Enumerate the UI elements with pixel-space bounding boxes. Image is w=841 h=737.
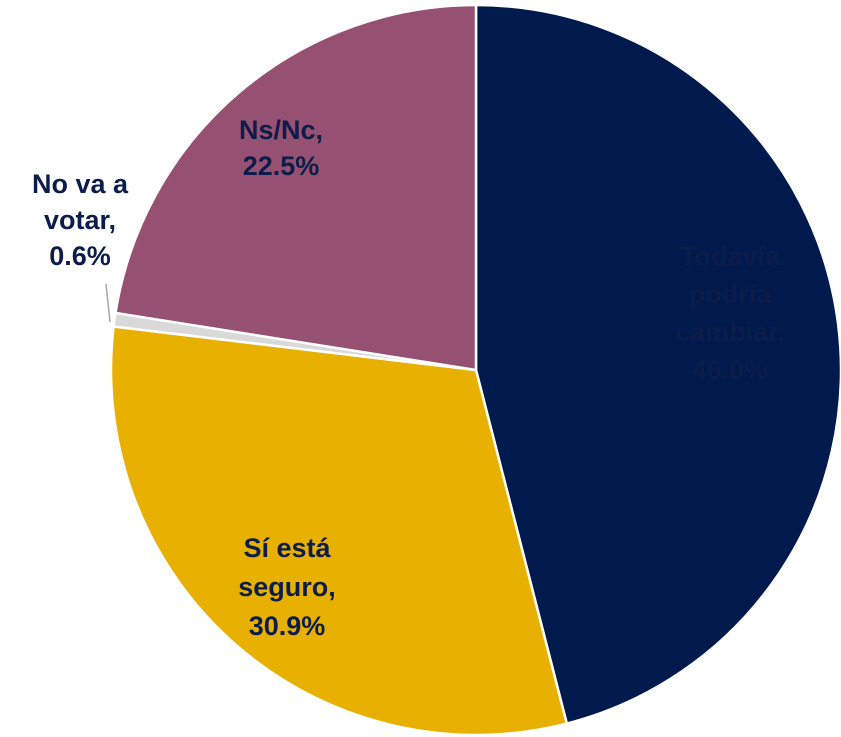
data-label: Ns/Nc, (239, 115, 323, 145)
pie-slice (114, 3, 478, 372)
data-label: 46.0% (692, 355, 769, 385)
pie-slice (109, 325, 569, 737)
data-label: Todavía (680, 241, 781, 271)
data-label: cambiar, (675, 317, 785, 347)
data-label: 0.6% (49, 241, 111, 271)
leader-line (105, 283, 111, 323)
data-label: 22.5% (243, 151, 320, 181)
data-label: seguro, (238, 572, 336, 602)
data-label: votar, (44, 205, 116, 235)
data-label: 30.9% (249, 611, 326, 641)
data-label: podría (689, 279, 772, 309)
data-label: No va a (32, 169, 129, 199)
pie-slice (474, 3, 841, 726)
data-label: Sí está (243, 533, 331, 563)
